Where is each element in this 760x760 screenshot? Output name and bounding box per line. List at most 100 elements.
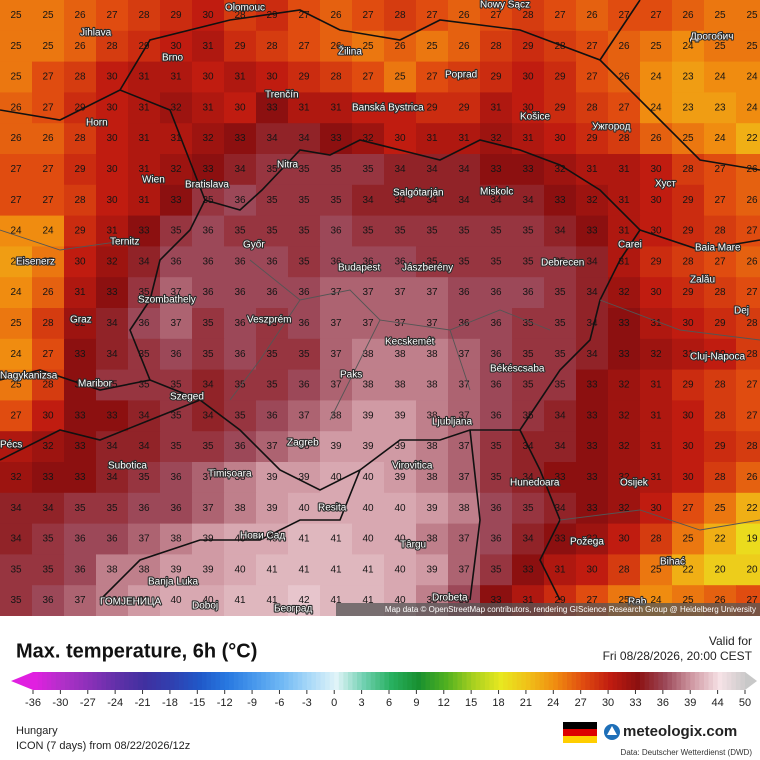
temperature-value: 38 [426, 534, 438, 545]
temperature-value: 31 [618, 164, 630, 175]
temperature-value: 37 [298, 410, 310, 421]
temperature-cell [736, 338, 760, 371]
city-label: Horn [86, 118, 108, 129]
temperature-value: 26 [618, 41, 630, 52]
temperature-value: 31 [202, 102, 214, 113]
temperature-value: 25 [746, 10, 758, 21]
temperature-value: 31 [650, 410, 662, 421]
city-label: Zalău [690, 275, 715, 286]
temperature-value: 35 [202, 349, 214, 360]
temperature-value: 36 [138, 318, 150, 329]
colorbar-segment [51, 672, 57, 690]
temperature-value: 29 [650, 256, 662, 267]
colorbar-segment [498, 672, 504, 690]
temperature-cell [96, 523, 129, 555]
city-label: Bihać [660, 557, 685, 568]
temperature-value: 30 [362, 102, 374, 113]
colorbar-segment [60, 672, 66, 690]
temperature-value: 33 [586, 380, 598, 391]
temperature-cell [128, 123, 161, 155]
colorbar-tick-label: 21 [520, 697, 532, 709]
temperature-cell [384, 30, 417, 63]
temperature-value: 35 [74, 503, 86, 514]
temperature-cell [544, 462, 577, 494]
temperature-cell [448, 277, 481, 309]
city-label: Нови Сад [240, 531, 285, 542]
temperature-value: 31 [682, 349, 694, 360]
temperature-cell [256, 308, 289, 340]
temperature-value: 36 [298, 318, 310, 329]
colorbar-segment [402, 672, 408, 690]
temperature-value: 36 [394, 256, 406, 267]
temperature-value: 33 [522, 564, 534, 575]
temperature-cell [288, 338, 321, 371]
temperature-value: 39 [394, 472, 406, 483]
temperature-value: 37 [426, 287, 438, 298]
temperature-cell [320, 61, 353, 93]
temperature-value: 28 [746, 318, 758, 329]
temperature-value: 39 [362, 441, 374, 452]
temperature-value: 24 [714, 133, 726, 144]
temperature-cell [352, 277, 385, 309]
temperature-value: 29 [682, 287, 694, 298]
temperature-value: 36 [266, 410, 278, 421]
temperature-value: 26 [394, 41, 406, 52]
temperature-cell [192, 246, 225, 278]
temperature-cell [736, 492, 760, 525]
temperature-cell [640, 184, 673, 217]
temperature-value: 35 [490, 441, 502, 452]
city-label: Banja Luka [148, 577, 198, 588]
temperature-value: 40 [170, 595, 182, 606]
temperature-value: 37 [362, 318, 374, 329]
brand[interactable]: meteologix.com [623, 723, 737, 740]
temperature-value: 27 [42, 349, 54, 360]
colorbar-segment [589, 672, 595, 690]
colorbar-segment [630, 672, 636, 690]
temperature-value: 34 [458, 195, 470, 206]
temperature-cell [256, 30, 289, 63]
temperature-cell [736, 123, 760, 155]
temperature-value: 36 [234, 441, 246, 452]
temperature-value: 38 [362, 380, 374, 391]
colorbar-tick-label: 39 [684, 697, 696, 709]
temperature-cell [704, 277, 737, 309]
colorbar-segment [507, 672, 513, 690]
temperature-cell [384, 184, 417, 217]
temperature-cell [416, 492, 449, 525]
temperature-cell [416, 523, 449, 555]
temperature-value: 36 [42, 595, 54, 606]
temperature-value: 25 [682, 133, 694, 144]
temperature-cell [128, 92, 161, 124]
temperature-value: 29 [138, 41, 150, 52]
temperature-cell [512, 246, 545, 278]
temperature-value: 37 [426, 318, 438, 329]
temperature-cell [288, 431, 321, 463]
temperature-value: 34 [394, 195, 406, 206]
temperature-value: 39 [426, 503, 438, 514]
temperature-cell [192, 492, 225, 525]
colorbar-tick-label: 3 [359, 697, 365, 709]
city-label: Győr [243, 240, 265, 251]
colorbar-segment [329, 672, 335, 690]
temperature-cell [0, 92, 33, 124]
temperature-cell [320, 308, 353, 340]
temperature-value: 38 [426, 410, 438, 421]
temperature-value: 20 [746, 564, 758, 575]
colorbar: -36 -30 -27 -24 -21 -18 -15 -12 -9 -6 -3 0 3 6 9 12 15 18… [11, 672, 757, 709]
temperature-cell [704, 30, 737, 63]
temperature-cell [640, 523, 673, 555]
colorbar-segment [147, 672, 153, 690]
colorbar-segment [174, 672, 180, 690]
temperature-value: 28 [490, 41, 502, 52]
temperature-value: 31 [202, 41, 214, 52]
temperature-cell [192, 431, 225, 463]
temperature-cell [32, 154, 65, 186]
temperature-value: 35 [362, 226, 374, 237]
colorbar-segment [717, 672, 723, 690]
temperature-value: 36 [298, 287, 310, 298]
colorbar-segment [325, 672, 331, 690]
temperature-value: 41 [330, 534, 342, 545]
temperature-value: 30 [394, 102, 406, 113]
temperature-cell [64, 30, 97, 63]
temperature-value: 35 [490, 564, 502, 575]
